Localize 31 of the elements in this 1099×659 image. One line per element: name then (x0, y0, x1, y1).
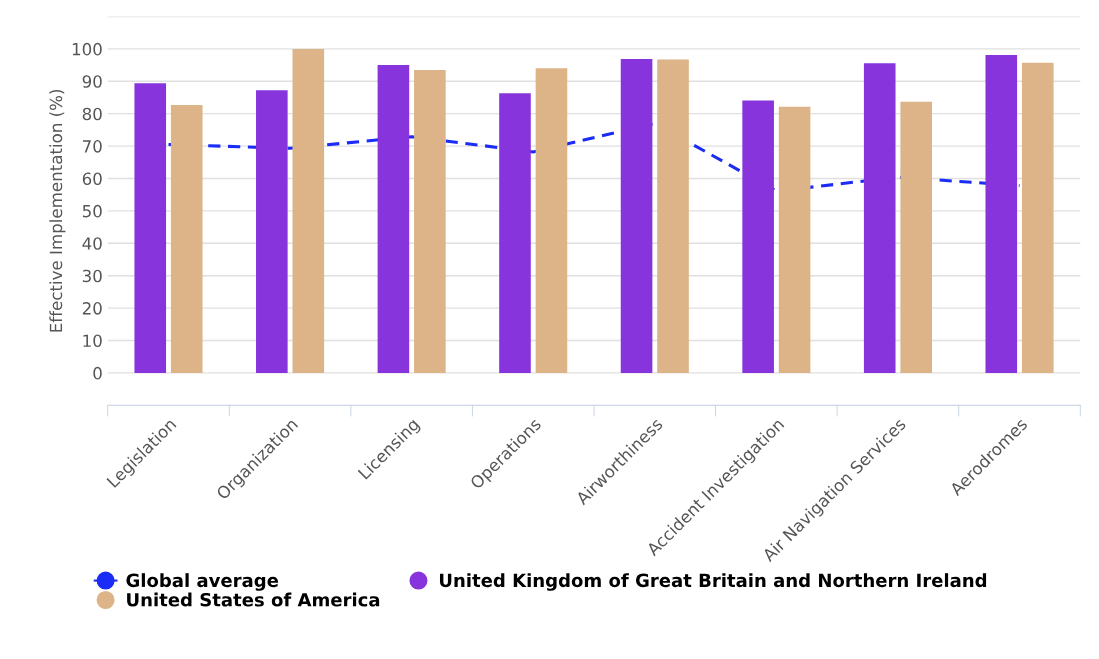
y-tick-label: 100 (72, 42, 102, 56)
bar (657, 59, 689, 373)
legend-label: United Kingdom of Great Britain and Northern Ireland (439, 573, 987, 591)
y-tick-label: 10 (83, 334, 102, 348)
bar (134, 83, 167, 373)
bar (620, 58, 653, 373)
bar (985, 55, 1018, 373)
y-tick-label: 60 (82, 172, 102, 186)
y-tick-label: 40 (82, 237, 102, 250)
legend-label: United States of America (127, 592, 380, 607)
y-tick-label: 30 (82, 269, 102, 283)
bar (414, 69, 446, 373)
legend-label: Global average (126, 573, 279, 591)
bar (742, 100, 774, 373)
bar (863, 63, 896, 373)
y-tick-label: 70 (83, 140, 102, 153)
bar (1021, 62, 1054, 373)
y-tick-label: 20 (82, 302, 102, 315)
y-axis-title: Effective Implementation (%) (49, 89, 66, 332)
bar (292, 48, 325, 373)
y-tick-label: 90 (82, 75, 102, 88)
bar (377, 65, 410, 373)
bar (499, 93, 531, 373)
y-tick-label: 80 (82, 107, 102, 121)
bar (900, 101, 932, 373)
y-tick-label: 0 (93, 366, 102, 380)
bar (256, 90, 288, 373)
bar (535, 68, 568, 373)
y-tick-label: 50 (82, 204, 102, 218)
bar (170, 104, 203, 373)
bar (778, 106, 811, 373)
